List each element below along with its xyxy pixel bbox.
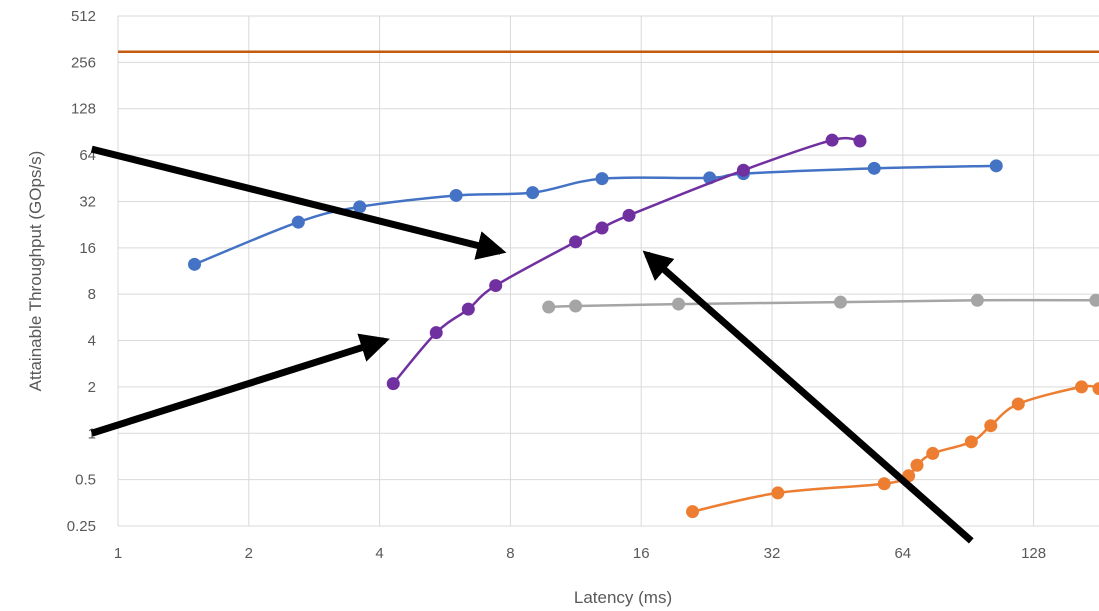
y-tick-label: 32 xyxy=(79,193,96,210)
data-point xyxy=(672,297,686,311)
x-tick-label: 4 xyxy=(375,545,383,562)
data-point xyxy=(489,279,503,293)
annotation-arrow xyxy=(90,145,507,260)
y-tick-label: 512 xyxy=(71,8,96,25)
data-point xyxy=(1089,293,1099,307)
data-point xyxy=(188,257,202,271)
y-tick-label: 4 xyxy=(88,333,96,350)
data-point xyxy=(825,133,839,147)
data-point xyxy=(877,477,891,491)
data-point xyxy=(595,221,609,235)
data-point xyxy=(833,295,847,309)
data-point xyxy=(569,235,583,249)
data-point xyxy=(429,326,443,340)
data-point xyxy=(970,293,984,307)
data-point xyxy=(622,208,636,222)
y-tick-label: 0.5 xyxy=(75,472,96,489)
annotation-arrow xyxy=(642,250,974,544)
series-line xyxy=(392,136,861,385)
data-point xyxy=(964,435,978,449)
x-tick-label: 16 xyxy=(633,545,650,562)
data-point xyxy=(736,163,750,177)
x-tick-label: 64 xyxy=(894,545,911,562)
x-axis-label: Latency (ms) xyxy=(574,588,672,607)
data-point xyxy=(291,215,305,229)
y-tick-label: 16 xyxy=(79,240,96,257)
data-point xyxy=(595,172,609,186)
x-tick-label: 128 xyxy=(1021,545,1046,562)
x-tick-label: 8 xyxy=(506,545,514,562)
data-point xyxy=(353,200,367,214)
data-point xyxy=(686,505,700,519)
data-point xyxy=(984,419,998,433)
y-tick-label: 1 xyxy=(88,425,96,442)
y-axis-label: Attainable Throughput (GOps/s) xyxy=(26,151,45,392)
data-point xyxy=(853,134,867,148)
data-point xyxy=(1011,397,1025,411)
data-point xyxy=(449,188,463,202)
x-tick-label: 2 xyxy=(245,545,253,562)
y-tick-label: 256 xyxy=(71,54,96,71)
x-tick-label: 1 xyxy=(114,545,122,562)
data-point xyxy=(569,299,583,313)
data-point xyxy=(461,302,475,316)
series-line xyxy=(692,384,1099,513)
y-tick-label: 2 xyxy=(88,379,96,396)
y-tick-label: 0.25 xyxy=(67,518,96,535)
gridlines xyxy=(117,15,1099,527)
y-tick-label: 8 xyxy=(88,286,96,303)
data-point xyxy=(1092,382,1099,396)
data-point xyxy=(386,377,400,391)
y-tick-label: 128 xyxy=(71,101,96,118)
series-line xyxy=(194,164,997,266)
series-line xyxy=(548,298,1096,309)
data-point xyxy=(910,458,924,472)
data-point xyxy=(1075,380,1089,394)
x-tick-label: 32 xyxy=(764,545,781,562)
data-point xyxy=(867,161,881,175)
annotations xyxy=(90,145,974,544)
annotation-arrow xyxy=(90,333,390,437)
data-point xyxy=(926,446,940,460)
series xyxy=(118,50,1099,519)
data-point xyxy=(771,486,785,500)
data-point xyxy=(542,300,556,314)
data-point xyxy=(989,159,1003,173)
data-point xyxy=(526,186,540,200)
